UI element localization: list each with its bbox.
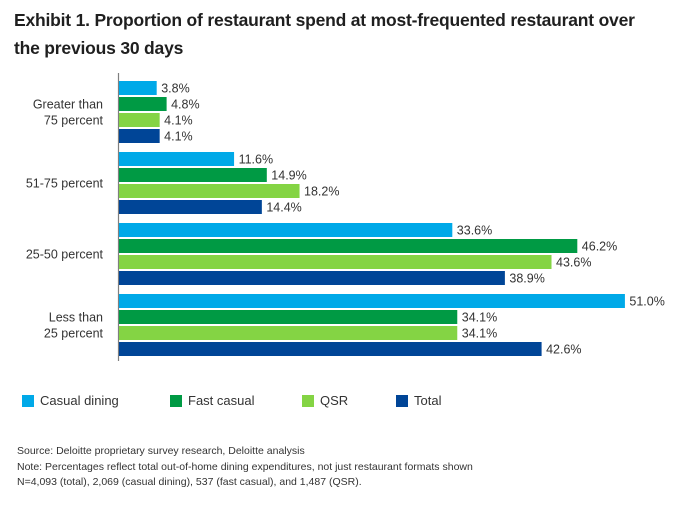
bar-qsr-greater-than-75-percent bbox=[119, 113, 160, 127]
data-label-total: 4.1% bbox=[164, 130, 193, 144]
bar-casual-dining-greater-than-75-percent bbox=[119, 81, 157, 95]
bar-qsr-less-than-25-percent bbox=[119, 326, 458, 340]
bar-total-less-than-25-percent bbox=[119, 342, 542, 356]
category-label: Greater than 75 percent bbox=[33, 98, 104, 128]
percentage-note: Note: Percentages reflect total out-of-h… bbox=[17, 460, 473, 473]
data-label-fast-casual: 14.9% bbox=[271, 169, 306, 183]
bar-fast-casual-25-50-percent bbox=[119, 239, 578, 253]
legend-swatch-casual-dining bbox=[22, 394, 34, 407]
bar-casual-dining-51-75-percent bbox=[119, 152, 235, 166]
legend-item-fast-casual: Fast casual bbox=[170, 393, 254, 408]
sample-size-note: N=4,093 (total), 2,069 (casual dining), … bbox=[17, 476, 362, 488]
legend-label: Total bbox=[414, 393, 442, 408]
bar-casual-dining-less-than-25-percent bbox=[119, 294, 625, 308]
legend-label: Fast casual bbox=[188, 393, 255, 408]
legend-swatch-total bbox=[396, 394, 408, 407]
bar-total-25-50-percent bbox=[119, 271, 505, 285]
category-label: 25-50 percent bbox=[26, 248, 104, 262]
chart-legend: Casual dining Fast casual QSR Total bbox=[0, 393, 678, 413]
data-label-qsr: 18.2% bbox=[304, 185, 339, 199]
data-label-casual-dining: 51.0% bbox=[629, 295, 664, 309]
chart-title: Exhibit 1. Proportion of restaurant spen… bbox=[14, 10, 635, 58]
chart-notes: Source: Deloitte proprietary survey rese… bbox=[17, 444, 473, 491]
data-label-fast-casual: 4.8% bbox=[171, 98, 200, 112]
category-label: 51-75 percent bbox=[26, 177, 104, 191]
bar-fast-casual-greater-than-75-percent bbox=[119, 97, 167, 111]
bar-qsr-51-75-percent bbox=[119, 184, 300, 198]
data-label-total: 14.4% bbox=[266, 201, 301, 215]
bar-total-greater-than-75-percent bbox=[119, 129, 160, 143]
data-label-qsr: 34.1% bbox=[462, 327, 497, 341]
legend-item-casual-dining: Casual dining bbox=[22, 393, 119, 408]
data-label-total: 42.6% bbox=[546, 343, 581, 357]
legend-swatch-fast-casual bbox=[170, 394, 182, 407]
legend-swatch-qsr bbox=[302, 394, 314, 407]
bar-fast-casual-less-than-25-percent bbox=[119, 310, 458, 324]
bar-fast-casual-51-75-percent bbox=[119, 168, 267, 182]
data-label-total: 38.9% bbox=[509, 272, 544, 286]
bar-chart: Greater than 75 percent 3.8% 4.8% 4.1% 4.1% 51… bbox=[26, 73, 665, 361]
source-note: Source: Deloitte proprietary survey rese… bbox=[17, 445, 305, 457]
data-label-qsr: 43.6% bbox=[556, 256, 591, 270]
data-label-qsr: 4.1% bbox=[164, 114, 193, 128]
bar-total-51-75-percent bbox=[119, 200, 262, 214]
legend-label: Casual dining bbox=[40, 393, 119, 408]
legend-label: QSR bbox=[320, 393, 349, 408]
bar-casual-dining-25-50-percent bbox=[119, 223, 453, 237]
data-label-casual-dining: 33.6% bbox=[457, 224, 492, 238]
legend-item-qsr: QSR bbox=[302, 393, 348, 408]
data-label-casual-dining: 11.6% bbox=[239, 153, 274, 167]
data-label-fast-casual: 46.2% bbox=[582, 240, 617, 254]
bar-qsr-25-50-percent bbox=[119, 255, 552, 269]
legend-item-total: Total bbox=[396, 393, 441, 408]
data-label-casual-dining: 3.8% bbox=[161, 82, 190, 96]
category-label: Less than 25 percent bbox=[44, 311, 104, 341]
data-label-fast-casual: 34.1% bbox=[462, 311, 497, 325]
